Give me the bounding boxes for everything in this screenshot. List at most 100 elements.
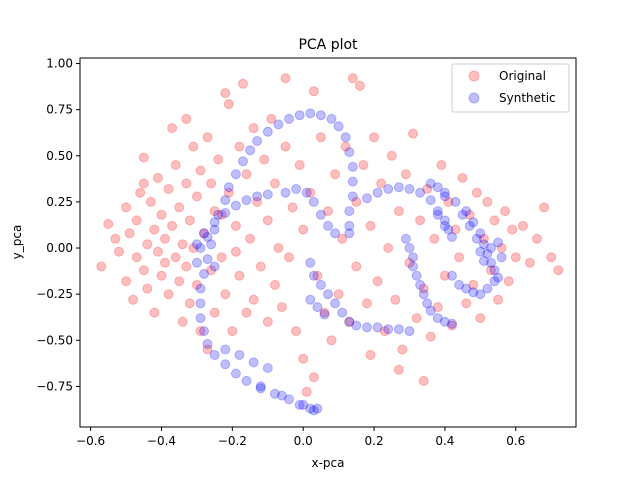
synthetic-point: [443, 224, 454, 235]
synthetic-point: [333, 121, 344, 132]
original-point: [358, 160, 369, 170]
synthetic-point: [199, 228, 209, 239]
original-point: [145, 196, 156, 207]
original-point: [546, 252, 557, 263]
synthetic-point: [280, 187, 291, 198]
original-point: [121, 276, 132, 287]
legend-marker-original: [468, 70, 480, 82]
original-point: [241, 307, 252, 318]
original-point: [330, 169, 341, 180]
original-point: [248, 294, 259, 305]
original-point: [220, 88, 231, 99]
original-point: [223, 187, 234, 198]
synthetic-point: [199, 268, 209, 279]
synthetic-point: [372, 322, 383, 333]
synthetic-point: [447, 318, 457, 329]
synthetic-point: [457, 209, 468, 220]
synthetic-point: [475, 246, 486, 257]
synthetic-point: [209, 217, 220, 228]
original-point: [160, 233, 170, 244]
x-tick-label: 0.0: [294, 434, 313, 448]
synthetic-point: [425, 305, 436, 316]
x-tick-label: 0.4: [435, 434, 454, 448]
original-point: [273, 243, 284, 253]
synthetic-point: [230, 169, 241, 180]
original-point: [167, 220, 178, 231]
original-point: [280, 141, 291, 152]
synthetic-point: [230, 368, 241, 379]
synthetic-point: [411, 270, 422, 281]
original-point: [291, 326, 302, 337]
original-point: [319, 307, 330, 318]
original-point: [138, 265, 149, 276]
synthetic-point: [202, 254, 213, 265]
original-point: [177, 239, 188, 250]
synthetic-point: [323, 220, 333, 231]
synthetic-point: [493, 237, 504, 248]
original-point: [376, 178, 387, 189]
synthetic-point: [468, 217, 479, 228]
original-point: [238, 78, 248, 89]
synthetic-point: [344, 206, 355, 217]
synthetic-point: [347, 161, 358, 172]
synthetic-point: [195, 243, 206, 253]
synthetic-point: [471, 233, 482, 244]
original-point: [234, 141, 245, 152]
original-point: [114, 246, 124, 257]
y-tick-label: 0.50: [46, 149, 73, 163]
synthetic-point: [432, 206, 443, 217]
original-point: [124, 228, 135, 239]
synthetic-point: [213, 209, 224, 220]
original-point: [457, 172, 468, 183]
synthetic-point: [294, 110, 305, 121]
original-point: [220, 289, 231, 300]
synthetic-point: [206, 239, 217, 250]
original-point: [255, 261, 266, 272]
synthetic-point: [404, 184, 415, 194]
original-point: [188, 243, 199, 253]
original-point: [347, 73, 358, 84]
original-point: [532, 233, 542, 244]
synthetic-point: [269, 388, 280, 399]
synthetic-point: [308, 405, 319, 416]
original-point: [262, 215, 273, 226]
original-point: [294, 160, 305, 170]
original-point: [216, 209, 227, 220]
synthetic-point: [298, 399, 309, 410]
original-point: [517, 220, 528, 231]
synthetic-point: [195, 313, 206, 324]
x-tick-label: −0.4: [147, 434, 176, 448]
original-point: [181, 261, 192, 272]
original-point: [110, 233, 121, 244]
original-point: [234, 270, 245, 281]
synthetic-point: [330, 298, 341, 309]
original-point: [142, 239, 153, 250]
original-point: [276, 302, 287, 313]
original-point: [478, 233, 489, 244]
synthetic-point: [209, 224, 220, 235]
original-point: [411, 313, 422, 324]
synthetic-point: [199, 326, 209, 337]
y-tick-label: 0.75: [46, 103, 73, 117]
synthetic-point: [347, 176, 358, 187]
original-point: [415, 215, 426, 226]
synthetic-point: [323, 289, 333, 300]
synthetic-point: [496, 252, 507, 263]
original-point: [213, 154, 224, 165]
synthetic-point: [347, 191, 358, 202]
original-point: [482, 196, 493, 207]
synthetic-point: [425, 195, 436, 206]
legend-box: [451, 63, 570, 113]
synthetic-point: [220, 195, 231, 206]
original-point: [510, 252, 521, 263]
synthetic-point: [255, 383, 266, 394]
synthetic-point: [450, 196, 461, 207]
synthetic-point: [241, 375, 252, 386]
original-point: [269, 279, 280, 290]
original-point: [103, 219, 114, 229]
synthetic-point: [362, 322, 372, 333]
synthetic-point: [439, 316, 450, 327]
original-point: [312, 270, 323, 281]
synthetic-point: [241, 195, 252, 206]
synthetic-point: [393, 182, 404, 193]
